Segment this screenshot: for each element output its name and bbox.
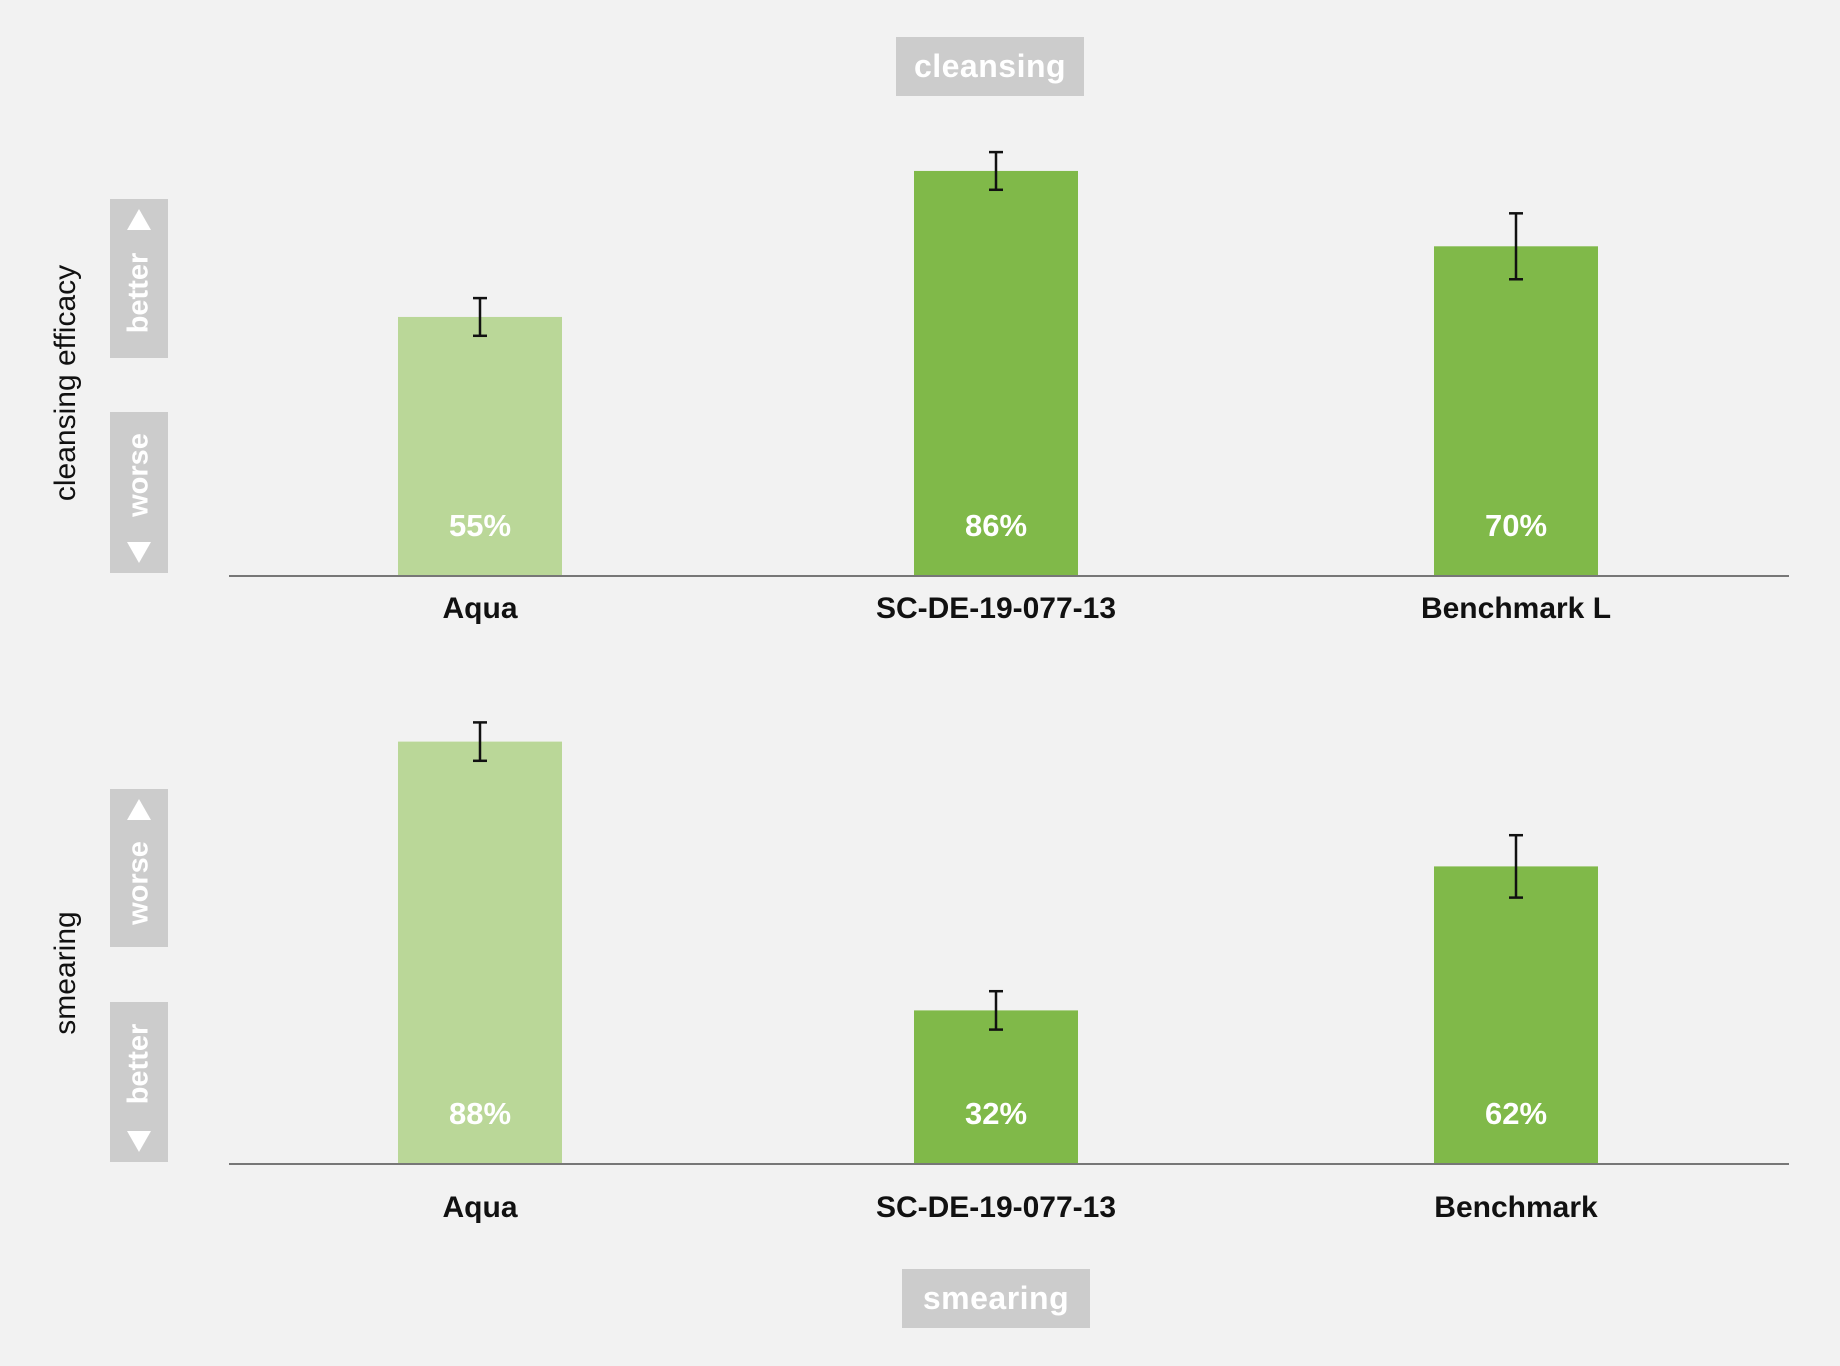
cleansing-category-label: Benchmark L [1421, 592, 1611, 625]
smearing-bar [398, 741, 562, 1164]
down-arrow-icon [127, 1131, 151, 1152]
cleansing-bar [1434, 246, 1598, 577]
smearing-value-label: 32% [965, 1096, 1027, 1131]
cleansing-bar [914, 170, 1078, 576]
down-arrow-icon [127, 542, 151, 563]
direction-box-better-top: better [110, 199, 168, 358]
direction-box-worse-bottom: worse [110, 789, 168, 947]
cleansing-category-label: SC-DE-19-077-13 [876, 592, 1116, 625]
direction-box-better-bottom: better [110, 1002, 168, 1162]
cleansing-value-label: 70% [1485, 508, 1547, 543]
direction-box-worse-top: worse [110, 412, 168, 573]
up-arrow-icon [127, 799, 151, 820]
smearing-category-label: Aqua [443, 1191, 518, 1224]
cleansing-value-label: 55% [449, 508, 511, 543]
cleansing-panel-tag: cleansing [896, 37, 1084, 96]
cleansing-category-label: Aqua [443, 592, 518, 625]
smearing-value-label: 62% [1485, 1096, 1547, 1131]
up-arrow-icon [127, 209, 151, 230]
smearing-value-label: 88% [449, 1096, 511, 1131]
smearing-bar [914, 1010, 1078, 1164]
smearing-category-label: SC-DE-19-077-13 [876, 1191, 1116, 1224]
cleansing-bar [398, 316, 562, 576]
cleansing-value-label: 86% [965, 508, 1027, 543]
smearing-bar [1434, 866, 1598, 1164]
smearing-category-label: Benchmark [1434, 1191, 1598, 1224]
smearing-panel-tag: smearing [902, 1269, 1090, 1328]
